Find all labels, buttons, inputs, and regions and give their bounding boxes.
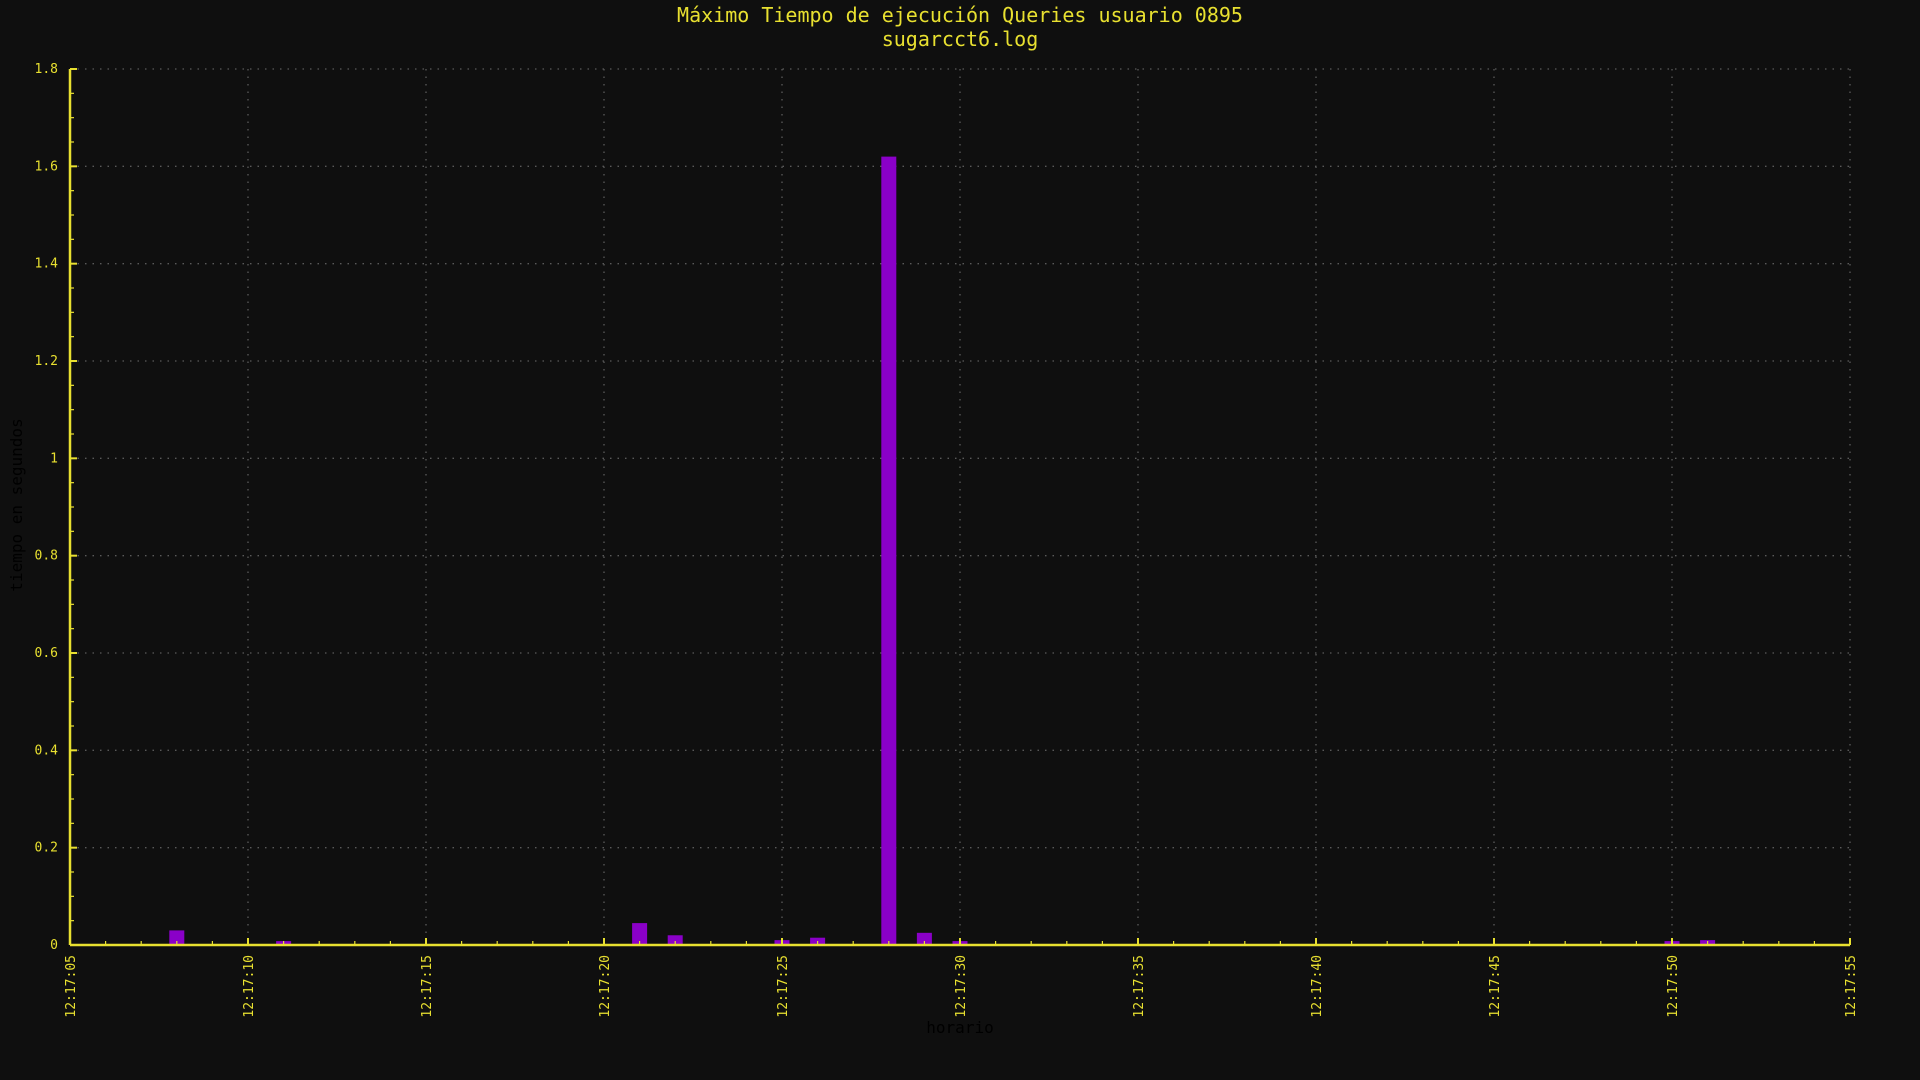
x-tick-label: 12:17:15 — [420, 955, 435, 1018]
y-tick-label: 0.4 — [35, 743, 59, 758]
y-axis-label: tiempo en segundos — [7, 418, 26, 591]
x-tick-label: 12:17:05 — [64, 955, 79, 1018]
axes — [68, 69, 1850, 947]
x-tick-label: 12:17:25 — [776, 955, 791, 1018]
x-axis-ticks: 12:17:05 12:17:10 12:17:15 12:17:20 12:17:25… — [64, 938, 1859, 1018]
bar — [169, 930, 185, 945]
x-tick-label: 12:17:30 — [954, 955, 969, 1018]
y-tick-label: 0.6 — [35, 646, 58, 661]
y-tick-label: 0.8 — [35, 549, 58, 564]
bar — [881, 156, 897, 946]
x-tick-label: 12:17:35 — [1132, 955, 1147, 1018]
y-tick-label: 0.2 — [35, 841, 58, 856]
bar — [632, 923, 648, 945]
chart-title: Máximo Tiempo de ejecución Queries usuar… — [677, 3, 1243, 27]
chart-subtitle: sugarcct6.log — [882, 27, 1039, 51]
x-tick-label: 12:17:55 — [1844, 955, 1859, 1018]
bars — [169, 156, 1716, 946]
y-tick-label: 1 — [50, 451, 58, 466]
bar — [916, 932, 932, 945]
x-tick-label: 12:17:45 — [1488, 955, 1503, 1018]
y-tick-label: 1.6 — [35, 159, 58, 174]
grid — [70, 68, 1851, 945]
y-tick-label: 1.2 — [35, 354, 58, 369]
x-tick-label: 12:17:40 — [1310, 955, 1325, 1018]
bar — [667, 935, 683, 945]
y-axis-ticks: 0 0.2 0.4 0.6 0.8 1 1.2 1.4 1.6 1.8 — [35, 62, 77, 953]
x-tick-label: 12:17:20 — [598, 955, 613, 1018]
y-tick-label: 1.4 — [35, 257, 59, 272]
y-tick-label: 1.8 — [35, 62, 58, 77]
x-tick-label: 12:17:50 — [1666, 955, 1681, 1018]
x-tick-label: 12:17:10 — [242, 955, 257, 1018]
x-axis-label: horario — [926, 1018, 993, 1037]
y-tick-label: 0 — [50, 938, 58, 953]
